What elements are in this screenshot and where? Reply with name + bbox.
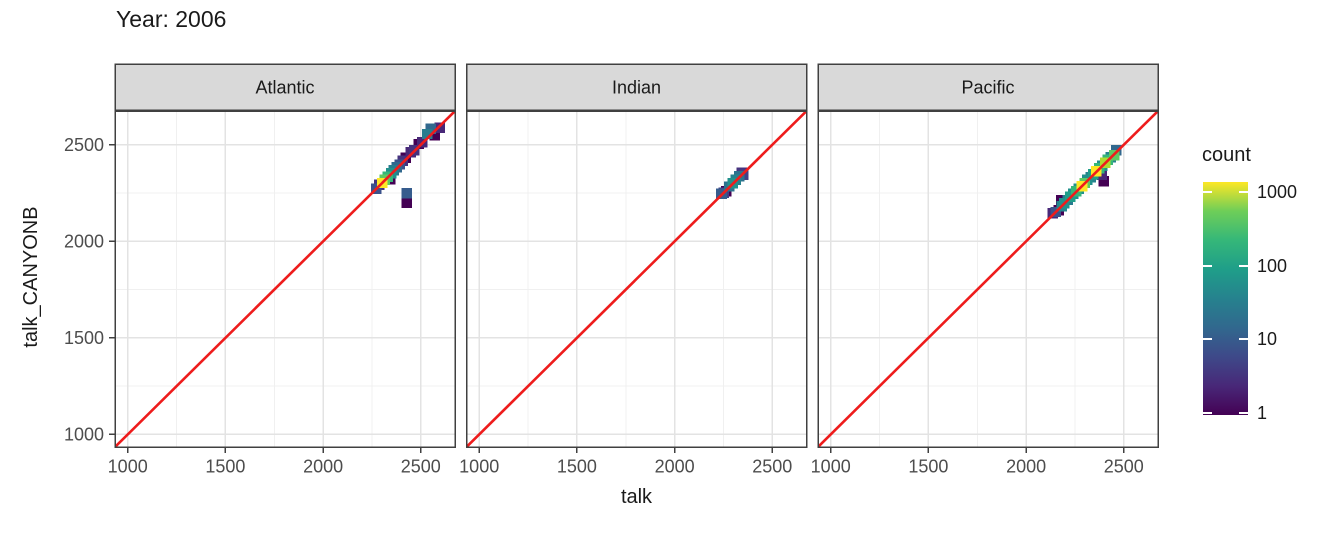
x-tick-label: 1000 bbox=[459, 456, 499, 476]
facet-panel: Pacific 1000 1500 2000 2500 bbox=[811, 63, 1159, 476]
facet-strip-label: Atlantic bbox=[255, 77, 314, 97]
x-tick-label: 2500 bbox=[401, 456, 441, 476]
bin2d-cell bbox=[429, 129, 441, 141]
facet-panel: Indian 1000 1500 2000 2500 bbox=[459, 63, 808, 476]
identity-reference-line bbox=[466, 111, 807, 447]
identity-reference-line bbox=[115, 111, 455, 447]
plot-title: Year: 2006 bbox=[116, 6, 227, 32]
facet-strip-label: Indian bbox=[612, 77, 661, 97]
bin2d-cell bbox=[401, 197, 413, 208]
y-tick-label: 1000 bbox=[64, 425, 104, 445]
panel-border bbox=[114, 110, 456, 448]
x-tick-label: 1500 bbox=[205, 456, 245, 476]
facet-panel: Atlantic 1000 1500 2000 2500 1000 1500 2000 2500 bbox=[64, 63, 456, 476]
bin2d-cell bbox=[401, 187, 413, 199]
x-axis-title: talk bbox=[620, 486, 653, 508]
x-tick-label: 1000 bbox=[108, 456, 148, 476]
panel-border bbox=[817, 110, 1159, 448]
identity-reference-line bbox=[818, 111, 1158, 447]
x-tick-label: 1500 bbox=[908, 456, 948, 476]
x-tick-label: 1000 bbox=[811, 456, 851, 476]
x-tick-label: 2000 bbox=[655, 456, 695, 476]
y-tick-label: 1500 bbox=[64, 328, 104, 348]
y-tick-label: 2000 bbox=[64, 232, 104, 252]
bin2d-cell bbox=[1098, 175, 1110, 187]
x-tick-label: 2500 bbox=[752, 456, 792, 476]
facet-strip bbox=[817, 63, 1159, 111]
facet-strip-label: Pacific bbox=[961, 77, 1014, 97]
panel-border bbox=[465, 110, 808, 448]
x-tick-label: 2500 bbox=[1104, 456, 1144, 476]
bin2d-cell bbox=[421, 128, 433, 140]
x-tick-label: 2000 bbox=[303, 456, 343, 476]
y-tick-label: 2500 bbox=[64, 135, 104, 155]
facet-strip bbox=[114, 63, 456, 111]
x-tick-label: 2000 bbox=[1006, 456, 1046, 476]
x-tick-label: 1500 bbox=[557, 456, 597, 476]
facet-strip bbox=[465, 63, 808, 111]
